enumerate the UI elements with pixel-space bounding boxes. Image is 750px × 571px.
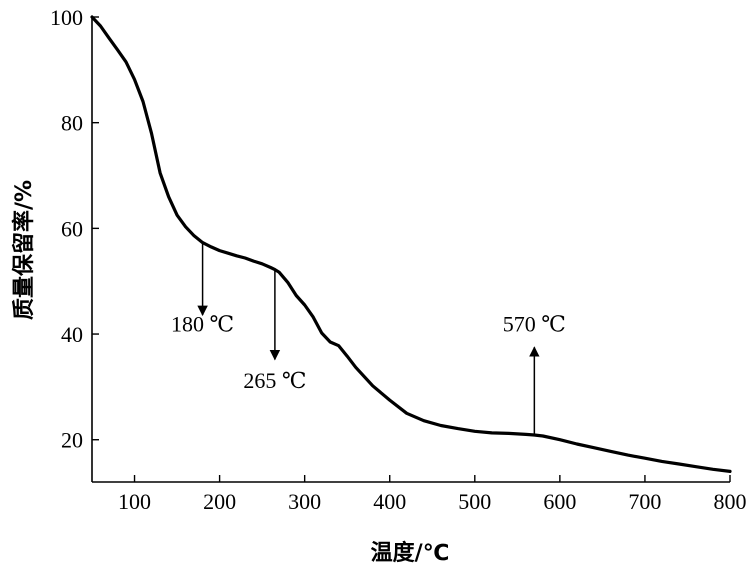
- annotation-label: 570 ℃: [503, 311, 566, 336]
- y-tick-label: 100: [50, 5, 83, 30]
- axes: [91, 17, 730, 483]
- y-tick-label: 60: [61, 216, 83, 241]
- x-tick-label: 200: [203, 489, 236, 514]
- curve-layer: [90, 15, 732, 473]
- annotations: 180 ℃ 265 ℃ 570 ℃: [171, 242, 566, 435]
- x-tick-label: 600: [543, 489, 576, 514]
- x-tick-label: 800: [714, 489, 747, 514]
- x-tick-label: 400: [373, 489, 406, 514]
- x-tick-label: 300: [288, 489, 321, 514]
- x-tick-label: 500: [458, 489, 491, 514]
- x-axis-title: 温度/℃: [371, 540, 450, 566]
- y-tick-label: 80: [61, 111, 83, 136]
- mass-retention-curve: [90, 15, 732, 473]
- y-tick-label: 20: [61, 428, 83, 453]
- annotation-label: 180 ℃: [171, 311, 234, 336]
- x-tick-label: 100: [118, 489, 151, 514]
- annotation-label: 265 ℃: [243, 368, 306, 393]
- y-tick-label: 40: [61, 322, 83, 347]
- y-axis-title: 质量保留率/%: [11, 180, 37, 320]
- x-tick-label: 700: [628, 489, 661, 514]
- ticks: 100 200 300 400 500 600 700 800 20 40 60 80 100: [50, 5, 747, 514]
